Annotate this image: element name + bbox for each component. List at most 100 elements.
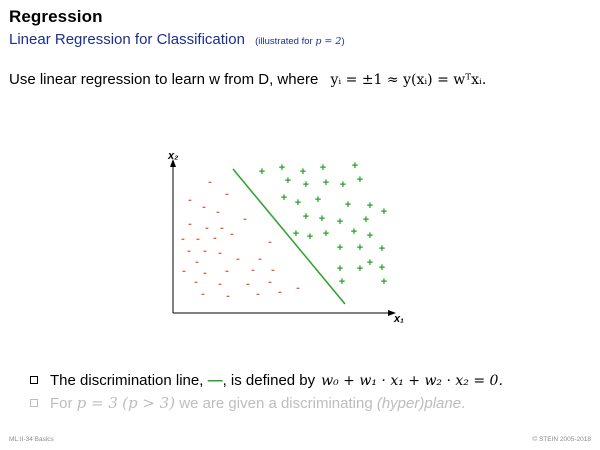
minus-point: -	[181, 233, 185, 245]
minus-point: -	[230, 228, 234, 240]
minus-point: -	[187, 245, 191, 257]
discrimination-line	[232, 168, 346, 305]
intro-formula: yᵢ = ±1 ≈ y(xᵢ) = wᵀxᵢ.	[330, 72, 487, 88]
bullet-1-suffix: , is defined by	[222, 372, 316, 389]
minus-point: -	[271, 264, 275, 276]
footer-left: ML:II-34 Basics	[9, 436, 54, 443]
minus-point: -	[201, 288, 205, 300]
plus-point: +	[379, 262, 385, 274]
plus-point: +	[367, 230, 373, 242]
classification-plot: x₂ x₁ ---- -- - --- - - --- - -- - -- - - - -- - - -- - - - -…	[167, 150, 404, 325]
plus-point: +	[300, 166, 306, 178]
minus-point: -	[203, 245, 207, 257]
y-axis-arrow	[170, 159, 176, 167]
minus-point: -	[243, 213, 247, 225]
class-minus-points: ---- -- - --- - - --- - -- - -- - - - -- - - -- - - - -	[181, 176, 300, 302]
subtitle-note-prefix: (illustrated for	[255, 36, 313, 47]
plus-point: +	[381, 276, 387, 288]
minus-point: -	[278, 286, 282, 298]
plus-point: +	[303, 179, 309, 191]
minus-point: -	[182, 265, 186, 277]
bullet-2-middle: we are given a discriminating	[179, 395, 373, 412]
plus-point: +	[367, 200, 373, 212]
plus-point: +	[323, 177, 329, 189]
subtitle-text: Linear Regression for Classification	[9, 31, 245, 48]
minus-point: -	[246, 278, 250, 290]
plus-point: +	[337, 216, 343, 228]
plus-point: +	[363, 214, 369, 226]
minus-point: -	[225, 265, 229, 277]
bullet-hyperplane: For p = 3 (p > 3) we are given a discrim…	[30, 394, 503, 416]
subtitle-note: (illustrated for p = 2)	[255, 36, 345, 47]
minus-point: -	[236, 253, 240, 265]
minus-point: -	[194, 276, 198, 288]
bullet-2-end: .	[461, 395, 466, 412]
plus-point: +	[379, 243, 385, 255]
minus-point: -	[226, 290, 230, 302]
minus-point: -	[195, 256, 199, 268]
minus-point: -	[220, 222, 224, 234]
bullet-2-paren-math: (p > 3)	[122, 394, 176, 412]
minus-point: -	[213, 232, 217, 244]
minus-point: -	[225, 188, 229, 200]
minus-point: -	[208, 176, 212, 188]
minus-point: -	[218, 247, 222, 259]
intro-text: Use linear regression to learn w from D,…	[9, 71, 319, 88]
plus-point: +	[337, 242, 343, 254]
plus-point: +	[281, 192, 287, 204]
minus-point: -	[268, 236, 272, 248]
plus-point: +	[315, 194, 321, 206]
bullet-1-prefix: The discrimination line,	[50, 372, 204, 389]
plus-point: +	[293, 228, 299, 240]
plus-point: +	[351, 226, 357, 238]
bullet-2-italic: (hyper)plane	[376, 395, 462, 412]
plus-point: +	[323, 228, 329, 240]
plus-point: +	[357, 174, 363, 186]
bullet-box-icon	[30, 399, 38, 407]
slide-title: Regression	[9, 7, 103, 26]
minus-point: -	[268, 276, 272, 288]
minus-point: -	[188, 218, 192, 230]
plot-axes: x₂ x₁	[167, 150, 404, 325]
plus-point: +	[337, 263, 343, 275]
bullet-1-equation: w₀ + w₁ · x₁ + w₂ · x₂ = 0.	[321, 373, 503, 389]
x-axis-label: x₁	[393, 313, 404, 325]
line-glyph-icon: —	[207, 372, 223, 389]
minus-point: -	[296, 282, 300, 294]
bullet-discrimination-line: The discrimination line, —, is defined b…	[30, 372, 503, 394]
minus-point: -	[203, 267, 207, 279]
bullet-list: The discrimination line, —, is defined b…	[30, 372, 503, 416]
plus-point: +	[295, 197, 301, 209]
minus-point: -	[202, 201, 206, 213]
y-axis-label: x₂	[167, 150, 178, 162]
minus-point: -	[216, 206, 220, 218]
plus-point: +	[320, 162, 326, 174]
plus-point: +	[357, 263, 363, 275]
plus-point: +	[279, 162, 285, 174]
subtitle-note-math: p = 2	[315, 36, 342, 47]
minus-point: -	[196, 233, 200, 245]
plus-point: +	[357, 242, 363, 254]
bullet-box-icon	[30, 376, 38, 384]
plus-point: +	[367, 257, 373, 269]
plus-point: +	[285, 175, 291, 187]
minus-point: -	[256, 288, 260, 300]
class-plus-points: + + + + ++ + + + ++ + + + ++ + + +++ + + + ++ + ++ + ++++	[259, 160, 387, 288]
bullet-2-prefix: For	[50, 395, 73, 412]
plus-point: +	[381, 206, 387, 218]
minus-point: -	[251, 264, 255, 276]
plus-point: +	[339, 276, 345, 288]
intro-line: Use linear regression to learn w from D,…	[9, 71, 486, 88]
subtitle-note-suffix: )	[341, 36, 345, 47]
x-axis-arrow	[388, 310, 396, 316]
plus-point: +	[340, 179, 346, 191]
slide-subtitle: Linear Regression for Classification (il…	[9, 31, 345, 48]
minus-point: -	[205, 222, 209, 234]
plus-point: +	[307, 231, 313, 243]
plus-point: +	[345, 199, 351, 211]
plus-point: +	[352, 160, 358, 172]
footer-right: © STEIN 2005-2018	[532, 436, 591, 443]
minus-point: -	[188, 194, 192, 206]
minus-point: -	[218, 278, 222, 290]
